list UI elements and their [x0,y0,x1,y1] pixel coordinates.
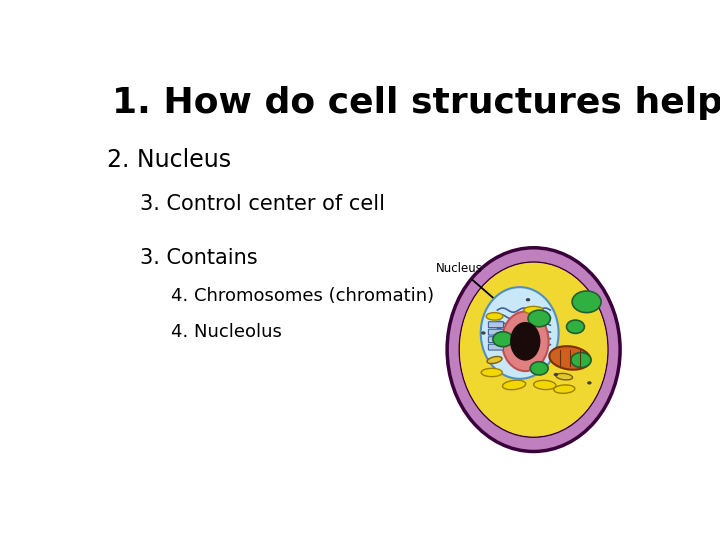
FancyBboxPatch shape [488,344,503,350]
Ellipse shape [493,332,513,347]
Ellipse shape [526,298,530,301]
Text: 3. Contains: 3. Contains [140,248,258,268]
Ellipse shape [534,380,556,389]
Ellipse shape [503,380,526,390]
Text: 4. Chromosomes (chromatin): 4. Chromosomes (chromatin) [171,287,434,305]
Ellipse shape [528,310,550,327]
Ellipse shape [572,291,601,313]
Text: Nucleus: Nucleus [436,262,513,315]
Ellipse shape [571,353,591,368]
Ellipse shape [502,312,549,371]
Ellipse shape [524,306,544,314]
Text: 1. How do cell structures help the cell?: 1. How do cell structures help the cell? [112,85,720,119]
FancyBboxPatch shape [488,322,503,328]
Ellipse shape [486,313,503,320]
Text: 2. Nucleus: 2. Nucleus [107,148,231,172]
Ellipse shape [460,263,607,436]
Ellipse shape [481,287,559,379]
Text: 3. Control center of cell: 3. Control center of cell [140,194,385,214]
Ellipse shape [556,373,572,380]
Ellipse shape [510,322,541,361]
Ellipse shape [588,381,592,384]
Ellipse shape [481,332,485,335]
Ellipse shape [447,248,620,451]
Ellipse shape [459,262,608,437]
Ellipse shape [549,346,590,370]
Ellipse shape [487,356,502,363]
Text: 4. Nucleolus: 4. Nucleolus [171,322,282,341]
Ellipse shape [530,362,548,375]
FancyBboxPatch shape [488,337,503,342]
Ellipse shape [554,373,558,376]
Ellipse shape [567,320,585,333]
Ellipse shape [554,385,575,393]
Ellipse shape [481,368,503,377]
FancyBboxPatch shape [488,329,503,335]
